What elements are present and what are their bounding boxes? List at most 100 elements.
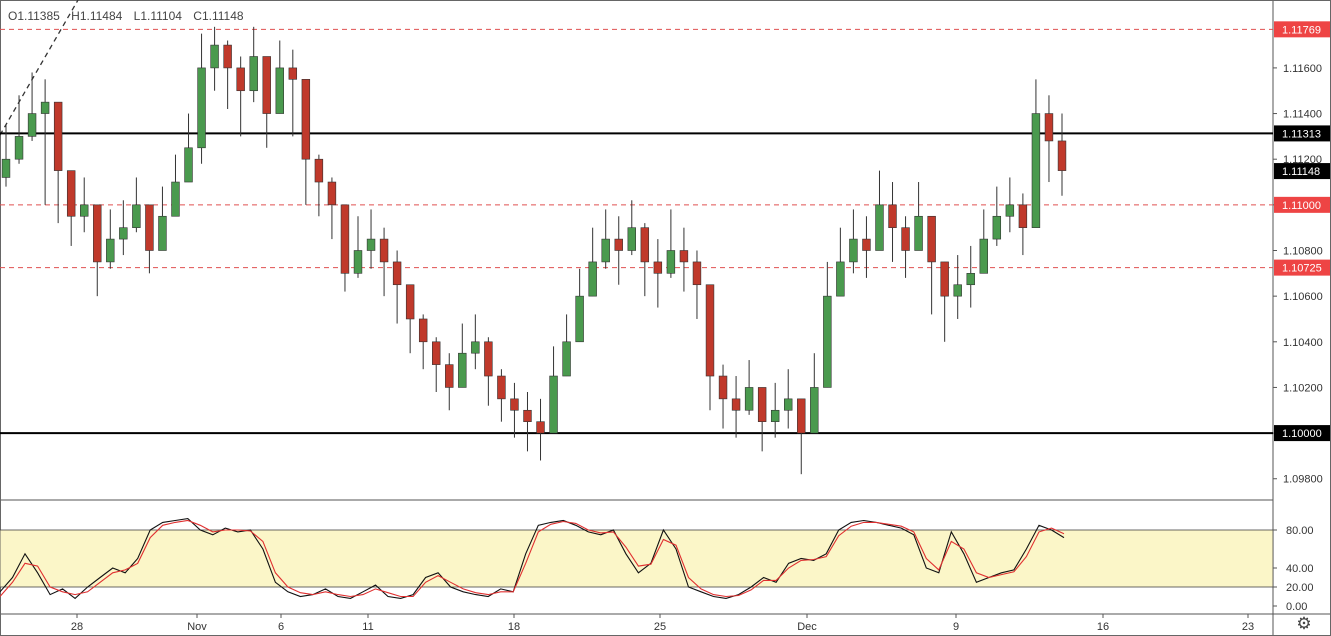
candle-body (145, 204, 154, 251)
candle-body (718, 375, 728, 400)
candle-body (692, 261, 702, 286)
candle-body (171, 181, 180, 217)
stoch-tick-label: 20.00 (1286, 582, 1314, 594)
candle-body (979, 238, 988, 274)
candle-body (562, 341, 571, 377)
dashed-level-tag (1274, 21, 1330, 38)
candle-body (862, 238, 871, 251)
candle-body (40, 101, 50, 114)
time-tick-label: Nov (187, 621, 207, 633)
candle-body (418, 318, 428, 343)
candle-body (1005, 204, 1015, 217)
key-level-tag-label: 1.10000 (1282, 428, 1322, 440)
candle-body (379, 238, 389, 263)
price-tick-label: 1.11600 (1283, 63, 1322, 75)
candle-body (497, 375, 506, 400)
candle-body (992, 215, 1002, 240)
candle-body (523, 409, 532, 422)
price-tick-label: 1.10200 (1283, 382, 1323, 394)
stoch-tick-label: 80.00 (1286, 525, 1314, 537)
candle-body (679, 250, 689, 263)
candle-body (132, 204, 141, 228)
candle-body (744, 387, 754, 411)
candle-body (549, 375, 558, 434)
time-tick-label: Dec (797, 621, 817, 633)
candle-body (666, 250, 676, 274)
candle-body (275, 67, 284, 114)
candle-body (875, 204, 884, 251)
stoch-k-line (0, 518, 1065, 600)
candle-body (927, 215, 936, 263)
high-value: H1.11484 (71, 9, 123, 23)
candle-body (210, 44, 219, 69)
candle-body (731, 398, 741, 411)
candle-body (770, 409, 780, 422)
candle-body (757, 387, 767, 422)
candle-body (810, 387, 819, 434)
candle-body (966, 273, 975, 286)
candle-body (836, 261, 845, 297)
time-tick-label: 9 (953, 621, 959, 633)
candle-body (1057, 140, 1067, 171)
candle-body (158, 215, 167, 251)
candle-body (784, 398, 793, 411)
candle-body (80, 204, 89, 217)
candle-body (471, 341, 480, 354)
candle-body (627, 227, 636, 251)
candle-body (340, 204, 350, 274)
candle-body (640, 227, 650, 263)
stoch-tick-label: 0.00 (1286, 601, 1307, 613)
candle-body (484, 341, 493, 377)
stoch-band (0, 529, 1274, 588)
dashed-level-tag-label: 1.11000 (1282, 200, 1321, 212)
price-tick-label: 1.11400 (1283, 109, 1322, 121)
candle-body (432, 341, 441, 365)
candle-body (106, 238, 115, 263)
candle-body (262, 56, 271, 114)
stoch-d-line (0, 519, 1065, 598)
candle-body (53, 101, 63, 171)
candle-body (197, 67, 206, 149)
candle-body (314, 158, 324, 183)
candle-body (575, 295, 584, 343)
candle-body (445, 364, 454, 388)
candle-body (405, 284, 415, 320)
candle-body (66, 170, 76, 217)
last-price-tag (1274, 163, 1330, 180)
candle-body (849, 238, 858, 263)
candle-body (119, 227, 128, 240)
key-level-tag (1274, 125, 1330, 142)
low-value: L1.11104 (133, 9, 182, 23)
candle-body (823, 295, 832, 388)
time-tick-label: 16 (1097, 621, 1109, 633)
last-price-tag-label: 1.11148 (1282, 166, 1320, 178)
dashed-level-tag-label: 1.10725 (1282, 263, 1322, 275)
candle-body (223, 44, 232, 69)
trendline (0, 0, 79, 136)
time-tick-label: 28 (71, 621, 83, 633)
candle-body (705, 284, 715, 377)
candle-body (1031, 113, 1041, 228)
candle-body (614, 238, 623, 251)
candle-body (1018, 204, 1028, 228)
candle-body (392, 261, 402, 286)
price-tick-label: 1.10800 (1283, 246, 1323, 258)
candle-body (27, 113, 37, 137)
candle-body (797, 398, 806, 434)
candle-body (588, 261, 597, 297)
candle-body (184, 147, 193, 183)
candle-body (940, 261, 949, 297)
candle-body (601, 238, 610, 263)
gear-icon[interactable]: ⚙ (1296, 614, 1312, 633)
candle-body (366, 238, 376, 251)
candle-body (901, 227, 910, 251)
dashed-level-tag-label: 1.11769 (1282, 24, 1321, 36)
ohlc-legend: O1.11385 H1.11484 L1.11104 C1.11148 (8, 9, 252, 23)
close-value: C1.11148 (193, 9, 244, 23)
candle-body (353, 250, 363, 274)
price-tick-label: 1.10400 (1283, 337, 1323, 349)
price-tick-label: 1.10600 (1283, 291, 1323, 303)
candle-body (14, 136, 24, 160)
key-level-tag-label: 1.11313 (1282, 128, 1321, 140)
